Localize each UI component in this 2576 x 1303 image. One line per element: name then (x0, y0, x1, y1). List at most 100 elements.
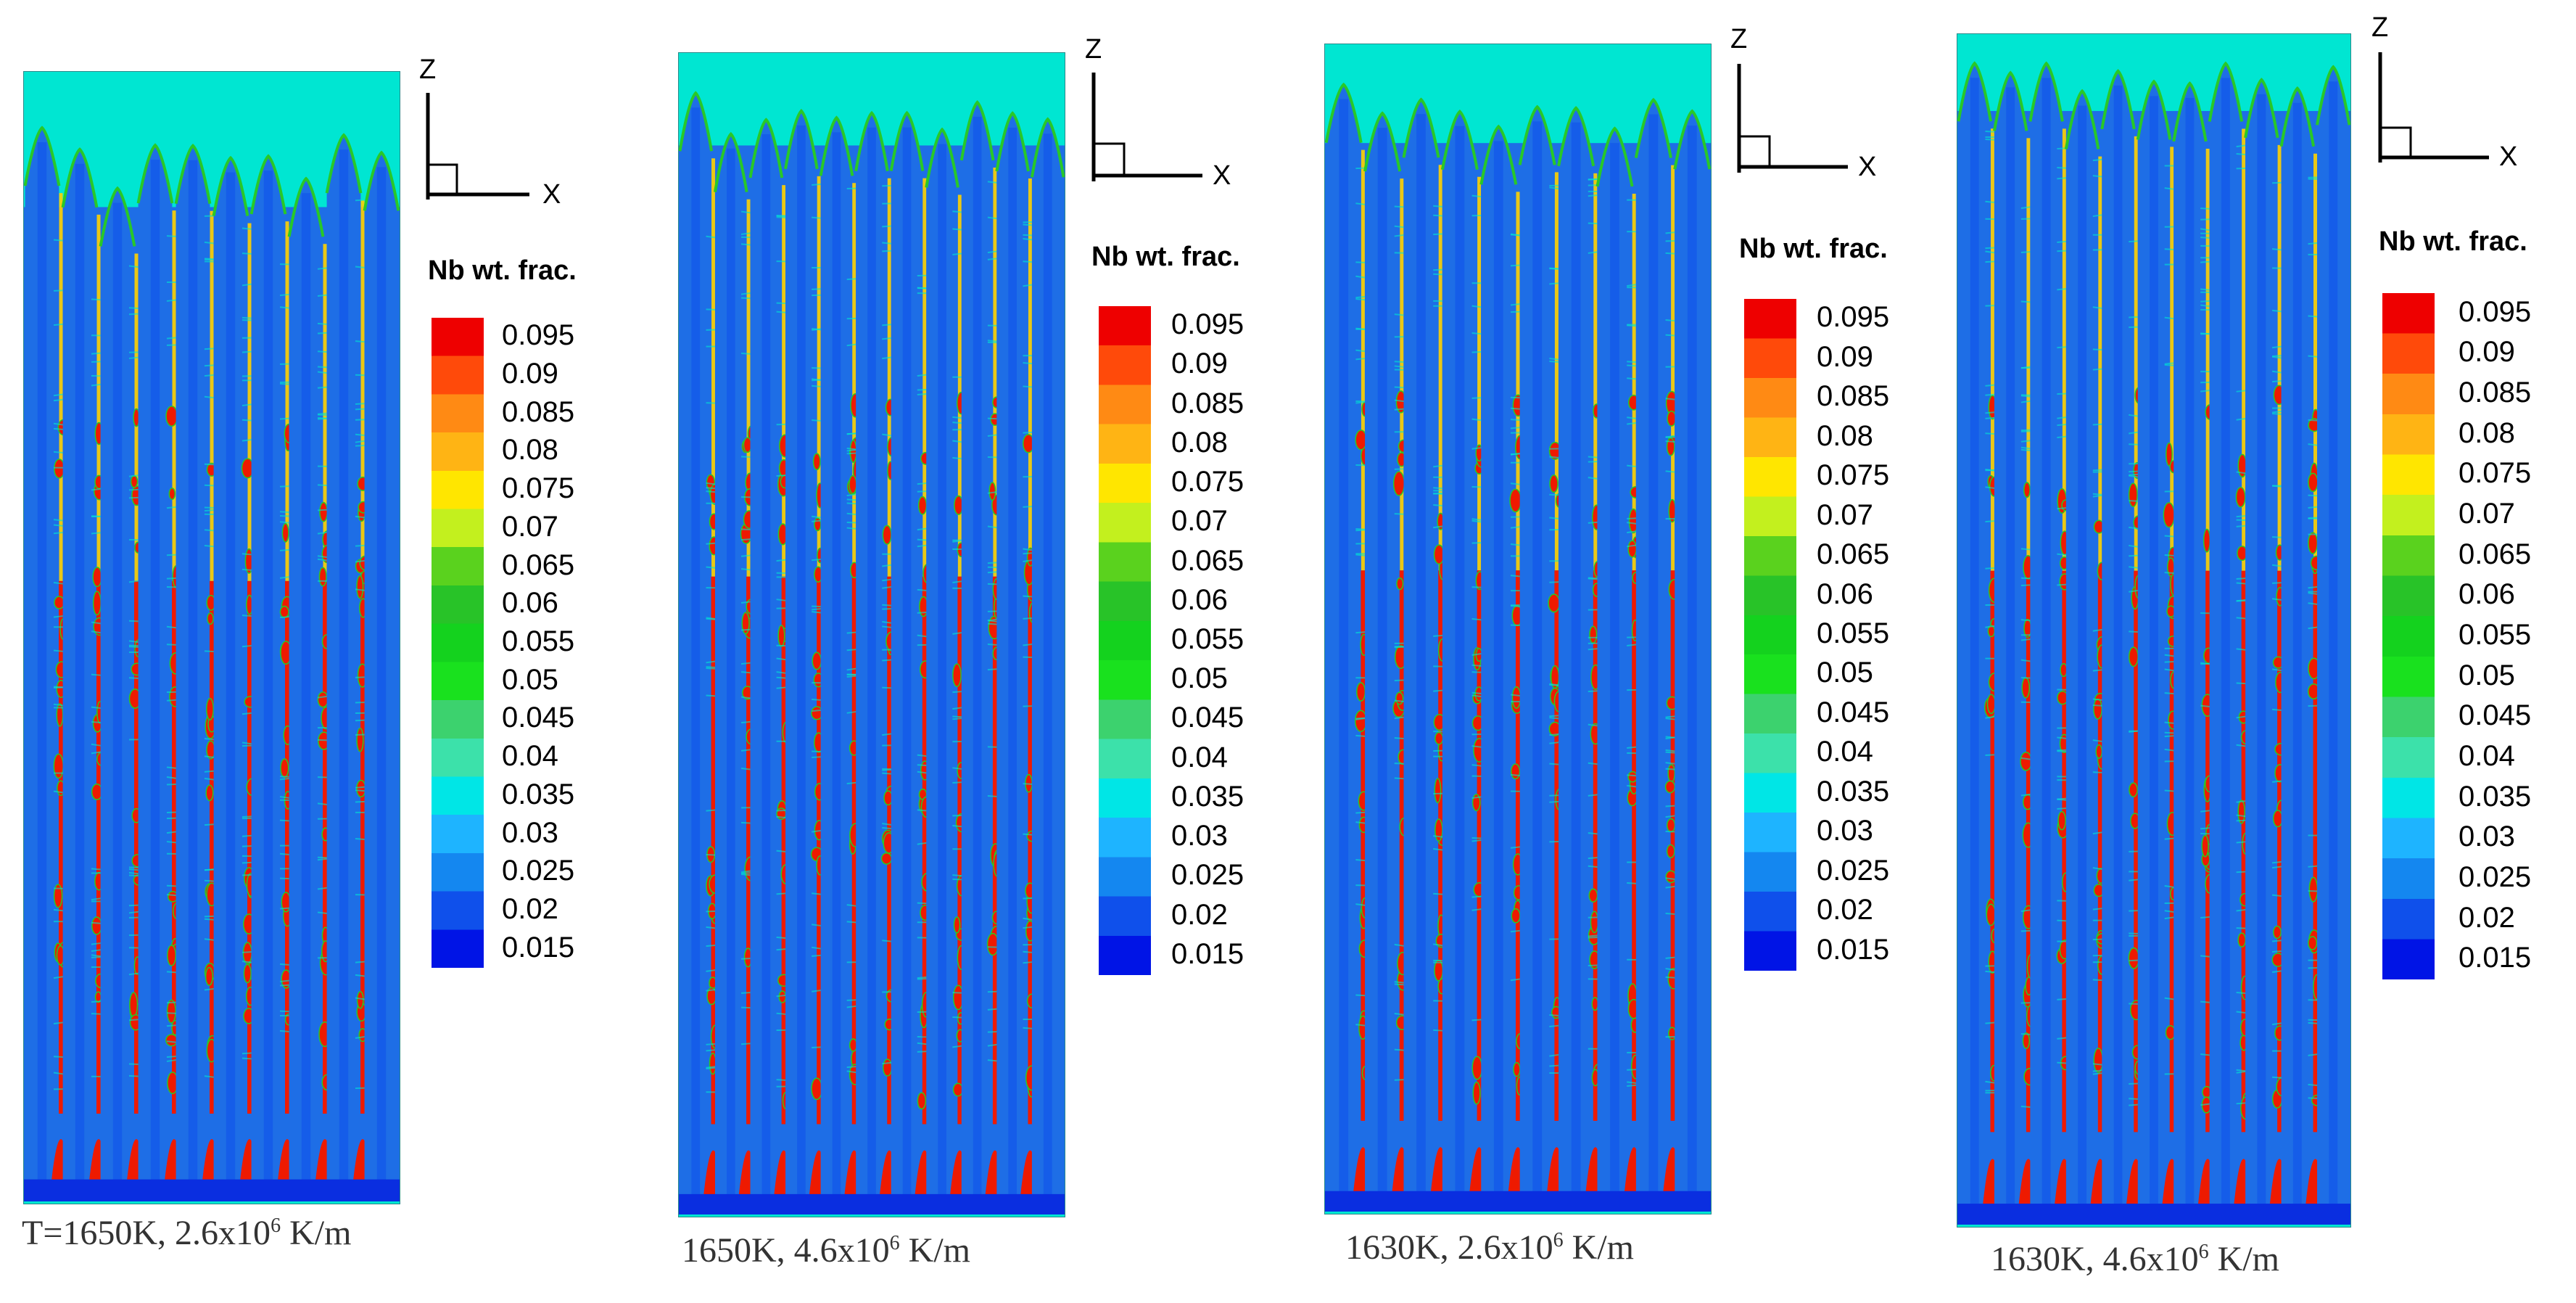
axis-x-label: X (1213, 160, 1231, 189)
colorbar-tick-label: 0.075 (2459, 457, 2532, 490)
colorbar-tick-label: 0.045 (2459, 699, 2532, 732)
dendrite-field-1 (23, 71, 400, 1204)
colorbar-tick-label: 0.03 (2459, 821, 2515, 853)
colorbar-tick-label: 0.045 (502, 702, 575, 734)
colorbar-tick-label: 0.07 (502, 510, 558, 543)
colorbar-title-3: Nb wt. frac. (1739, 234, 1888, 264)
colorbar-tick-label: 0.025 (1817, 854, 1890, 887)
colorbar-2 (1099, 306, 1151, 975)
colorbar-tick-label: 0.035 (2459, 780, 2532, 813)
colorbar-tick-label: 0.065 (2459, 538, 2532, 570)
colorbar-tick-label: 0.025 (2459, 860, 2532, 893)
colorbar-tick-label: 0.055 (502, 625, 575, 657)
caption-1: T=1650K, 2.6x106 K/m (22, 1214, 352, 1252)
caption-2: 1650K, 4.6x106 K/m (682, 1231, 971, 1270)
colorbar-tick-label: 0.035 (502, 778, 575, 810)
colorbar-tick-label: 0.035 (1171, 780, 1244, 813)
colorbar-tick-label: 0.075 (1817, 459, 1890, 492)
colorbar-tick-label: 0.085 (1817, 380, 1890, 413)
colorbar-tick-label: 0.075 (502, 472, 575, 505)
colorbar-tick-label: 0.06 (1171, 583, 1228, 616)
colorbar-tick-label: 0.065 (502, 548, 575, 581)
colorbar-tick-label: 0.095 (1817, 301, 1890, 334)
colorbar-tick-label: 0.05 (1171, 662, 1228, 695)
axis-z-label: Z (1730, 24, 1747, 54)
colorbar-tick-label: 0.09 (502, 358, 558, 390)
axis-z-label: Z (2371, 12, 2388, 43)
colorbar-tick-label: 0.02 (502, 892, 558, 925)
colorbar-tick-label: 0.09 (1171, 348, 1228, 380)
axis-x-label: X (542, 179, 561, 210)
colorbar-tick-label: 0.065 (1817, 538, 1890, 571)
colorbar-tick-label: 0.025 (1171, 859, 1244, 892)
colorbar-tick-label: 0.045 (1817, 696, 1890, 728)
axis-x-label: X (2499, 141, 2517, 170)
colorbar-tick-label: 0.02 (2459, 901, 2515, 934)
colorbar-tick-label: 0.08 (2459, 416, 2515, 449)
colorbar-tick-label: 0.02 (1817, 894, 1873, 926)
colorbar-tick-label: 0.08 (1171, 426, 1228, 459)
colorbar-tick-label: 0.07 (1817, 498, 1873, 531)
colorbar-tick-label: 0.06 (502, 587, 558, 620)
colorbar-3 (1744, 299, 1796, 971)
colorbar-tick-label: 0.04 (502, 740, 558, 773)
simulation-panel-1 (23, 71, 400, 1204)
dendrite-field-2 (678, 52, 1065, 1217)
colorbar-tick-label: 0.07 (1171, 505, 1228, 538)
colorbar-4 (2382, 293, 2435, 979)
colorbar-tick-label: 0.045 (1171, 702, 1244, 734)
colorbar-tick-label: 0.05 (502, 663, 558, 696)
colorbar-title-2: Nb wt. frac. (1091, 242, 1240, 272)
dendrite-field-3 (1324, 44, 1712, 1214)
colorbar-tick-label: 0.085 (502, 395, 575, 428)
simulation-panel-4 (1957, 33, 2351, 1228)
colorbar-tick-label: 0.015 (1171, 937, 1244, 970)
colorbar-tick-label: 0.08 (1817, 419, 1873, 452)
coordinate-axes-2: Z X (1085, 34, 1231, 189)
axis-z-label: Z (1085, 34, 1102, 65)
colorbar-tick-label: 0.085 (2459, 377, 2532, 409)
coordinate-axes-3: Z X (1730, 24, 1876, 180)
colorbar-tick-label: 0.015 (1817, 933, 1890, 966)
colorbar-tick-label: 0.04 (2459, 739, 2515, 772)
axis-x-label: X (1858, 152, 1876, 180)
colorbar-tick-label: 0.065 (1171, 544, 1244, 577)
colorbar-tick-label: 0.055 (1171, 623, 1244, 655)
colorbar-tick-label: 0.055 (1817, 617, 1890, 649)
colorbar-tick-label: 0.09 (2459, 336, 2515, 369)
colorbar-tick-label: 0.03 (1171, 820, 1228, 852)
colorbar-tick-label: 0.095 (2459, 295, 2532, 328)
colorbar-tick-label: 0.05 (2459, 659, 2515, 691)
colorbar-title-1: Nb wt. frac. (428, 255, 577, 286)
colorbar-tick-label: 0.075 (1171, 466, 1244, 498)
coordinate-axes-1: Z X (419, 54, 561, 210)
colorbar-1 (432, 318, 484, 968)
colorbar-tick-label: 0.02 (1171, 898, 1228, 931)
colorbar-tick-label: 0.03 (1817, 815, 1873, 847)
colorbar-tick-label: 0.08 (502, 434, 558, 466)
axis-z-label: Z (419, 54, 436, 85)
colorbar-tick-label: 0.055 (2459, 619, 2532, 651)
coordinate-axes-4: Z X (2371, 12, 2517, 170)
dendrite-field-4 (1957, 33, 2351, 1228)
colorbar-tick-label: 0.095 (502, 319, 575, 352)
simulation-panel-3 (1324, 44, 1712, 1214)
colorbar-tick-label: 0.095 (1171, 308, 1244, 341)
colorbar-tick-label: 0.035 (1817, 775, 1890, 807)
colorbar-tick-label: 0.09 (1817, 340, 1873, 373)
simulation-panel-2 (678, 52, 1065, 1217)
colorbar-title-4: Nb wt. frac. (2379, 226, 2527, 257)
colorbar-tick-label: 0.07 (2459, 498, 2515, 530)
caption-4: 1630K, 4.6x106 K/m (1991, 1240, 2280, 1278)
colorbar-tick-label: 0.025 (502, 855, 575, 887)
colorbar-tick-label: 0.015 (502, 931, 575, 963)
colorbar-tick-label: 0.06 (2459, 578, 2515, 611)
colorbar-tick-label: 0.05 (1817, 657, 1873, 689)
colorbar-tick-label: 0.06 (1817, 577, 1873, 610)
colorbar-tick-label: 0.04 (1171, 741, 1228, 773)
colorbar-tick-label: 0.03 (502, 816, 558, 849)
colorbar-tick-label: 0.015 (2459, 942, 2532, 974)
colorbar-tick-label: 0.085 (1171, 387, 1244, 419)
caption-3: 1630K, 2.6x106 K/m (1345, 1228, 1635, 1267)
colorbar-tick-label: 0.04 (1817, 736, 1873, 768)
